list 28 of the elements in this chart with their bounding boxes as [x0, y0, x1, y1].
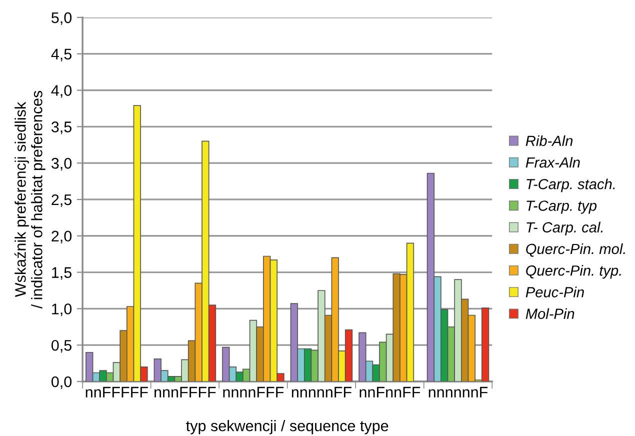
y-tick-label: 4,0 [51, 85, 72, 98]
y-axis-title: Wskaźnik preferencji siedlisk / indicator of habitat preferences [14, 90, 46, 309]
x-tick-label: nnnnnFF [292, 386, 352, 398]
legend-label: Peuc-Pin [526, 286, 584, 298]
legend-label: Rib-Aln [526, 135, 573, 146]
legend-label: T-Carp. stach. [526, 178, 615, 192]
y-tick-label: 5,0 [52, 12, 72, 25]
y-tick-label: 1,0 [52, 304, 72, 316]
legend-label: Frax-Aln [526, 156, 580, 168]
y-tick-label: 0,5 [51, 340, 72, 353]
y-tick-label: 1,5 [52, 267, 72, 280]
x-tick-label: nnnnFFF [223, 386, 284, 398]
x-tick-label: nnFFFFF [86, 386, 148, 398]
legend-label: T- Carp. cal. [526, 222, 602, 236]
x-tick-label: nnnnnnF [428, 386, 488, 398]
y-tick-label: 4,5 [51, 48, 72, 62]
legend-label: Mol-Pin [526, 308, 574, 319]
x-axis-title: typ sekwencji / sequence type [186, 420, 388, 434]
y-tick-label: 0,0 [51, 376, 72, 389]
legend-label: Querc-Pin. mol. [526, 243, 625, 257]
x-tick-label: nnnFFFF [154, 386, 216, 398]
y-tick-label: 3,5 [51, 122, 72, 134]
legend-label: Querc-Pin. typ. [526, 265, 621, 279]
y-tick-label: 3,0 [51, 158, 72, 171]
legend-label: T-Carp. typ [526, 200, 597, 214]
x-tick-label: nnFnnFF [360, 386, 420, 398]
y-tick-label: 2,0 [52, 230, 72, 244]
y-tick-label: 2,5 [52, 194, 72, 207]
